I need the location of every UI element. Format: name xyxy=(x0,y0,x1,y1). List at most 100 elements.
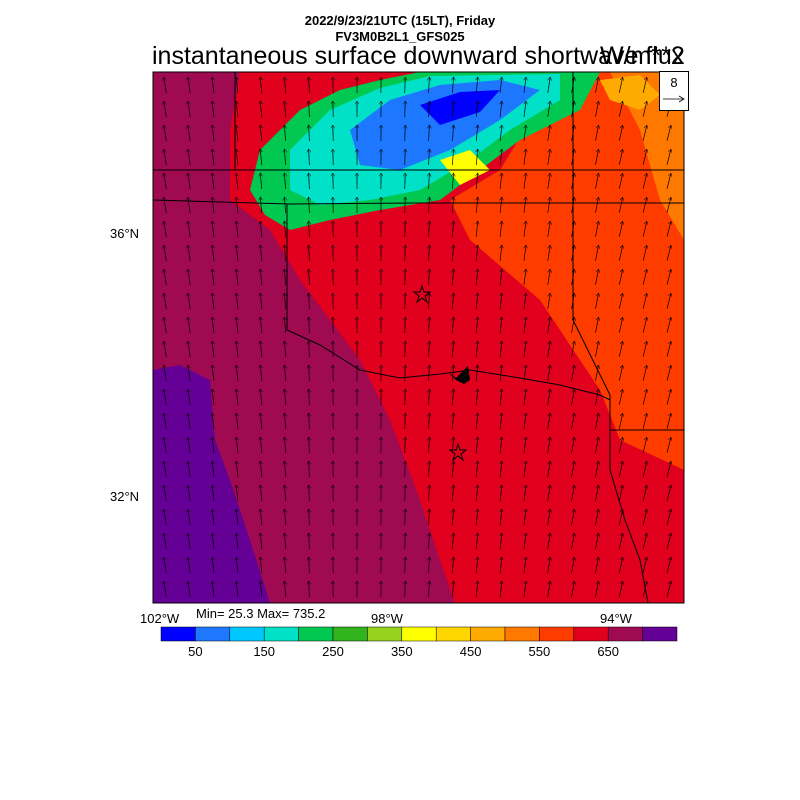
wind-arrow xyxy=(547,557,550,573)
wind-arrow xyxy=(666,173,671,189)
wind-arrow xyxy=(284,77,285,94)
valid-time: 2022/9/23/21UTC (15LT), Friday xyxy=(304,13,496,28)
wind-arrow xyxy=(618,437,622,453)
wind-arrow xyxy=(666,125,671,141)
wind-arrow xyxy=(236,221,238,237)
wind-arrow xyxy=(524,149,526,165)
wind-arrow xyxy=(642,197,647,213)
reference-vector-value: 8 xyxy=(670,75,678,90)
lon-label-102: 102°W xyxy=(140,611,180,626)
wind-arrow xyxy=(452,293,453,310)
wind-arrow xyxy=(524,317,526,333)
wind-arrow xyxy=(452,485,453,502)
wind-arrow xyxy=(164,269,167,285)
wind-arrow xyxy=(164,149,167,165)
wind-arrow xyxy=(452,173,453,190)
wind-arrow xyxy=(236,101,238,117)
wind-arrow xyxy=(524,245,526,261)
wind-arrow xyxy=(618,389,622,405)
wind-arrow xyxy=(547,245,550,261)
wind-arrow xyxy=(476,173,477,189)
wind-arrow xyxy=(236,341,238,357)
wind-arrow xyxy=(547,197,550,213)
wind-arrow xyxy=(642,101,647,117)
wind-arrow xyxy=(212,149,214,165)
wind-arrow xyxy=(284,509,285,526)
wind-arrow xyxy=(212,509,214,525)
wind-arrow xyxy=(188,389,191,405)
lat-label-36: 36°N xyxy=(110,226,140,241)
wind-arrow xyxy=(260,269,261,286)
wind-arrow xyxy=(405,173,406,190)
wind-arrow xyxy=(212,173,214,189)
wind-arrow xyxy=(500,437,502,453)
wind-arrow xyxy=(284,149,285,166)
wind-arrow xyxy=(666,389,671,405)
wind-arrow xyxy=(429,413,430,430)
wind-arrow xyxy=(212,317,214,333)
wind-arrow xyxy=(309,413,310,430)
wind-arrow xyxy=(429,533,430,550)
wind-arrow xyxy=(476,197,477,213)
wind-arrow xyxy=(618,173,622,189)
wind-arrow xyxy=(618,245,622,261)
wind-arrow xyxy=(284,245,285,262)
wind-arrow xyxy=(524,77,526,93)
wind-arrow xyxy=(164,485,167,501)
wind-arrow xyxy=(595,341,598,357)
wind-arrow xyxy=(212,533,214,549)
wind-arrow xyxy=(500,461,502,477)
wind-arrow xyxy=(500,125,502,141)
wind-arrow xyxy=(500,221,502,237)
wind-arrow xyxy=(571,461,575,477)
wind-arrow xyxy=(476,557,477,573)
wind-arrow xyxy=(164,173,167,189)
wind-arrow xyxy=(547,485,550,501)
wind-arrow xyxy=(309,293,310,310)
wind-arrow xyxy=(309,461,310,478)
wind-arrow xyxy=(188,221,191,237)
wind-arrow xyxy=(284,173,285,190)
wind-arrow xyxy=(476,341,477,357)
wind-arrow xyxy=(284,125,285,142)
wind-arrow xyxy=(405,509,406,526)
wind-arrow xyxy=(405,101,406,118)
wind-arrow xyxy=(595,365,598,381)
wind-arrow xyxy=(476,485,477,501)
wind-arrow xyxy=(642,437,647,453)
wind-arrow xyxy=(236,485,238,501)
wind-arrow xyxy=(524,533,526,549)
wind-arrow xyxy=(595,77,598,93)
wind-arrow xyxy=(284,557,285,574)
wind-arrow xyxy=(164,341,167,357)
wind-arrow xyxy=(666,365,671,381)
min-max-label: Min= 25.3 Max= 735.2 xyxy=(196,606,326,621)
wind-arrow xyxy=(452,509,453,526)
wind-arrow xyxy=(284,413,285,430)
wind-arrow xyxy=(618,293,622,309)
wind-arrow xyxy=(452,581,453,598)
wind-arrow xyxy=(618,101,622,117)
wind-arrow xyxy=(500,269,502,285)
wind-arrow xyxy=(260,389,261,406)
wind-arrow xyxy=(309,557,310,574)
wind-arrow xyxy=(236,197,238,213)
wind-arrow xyxy=(476,125,477,141)
wind-arrow xyxy=(212,485,214,501)
wind-arrow xyxy=(236,365,238,381)
wind-arrow xyxy=(429,77,430,94)
wind-arrow xyxy=(405,317,406,334)
field-title: instantaneous surface downward shortwave… xyxy=(152,42,685,70)
wind-arrow xyxy=(188,317,191,333)
wind-arrow xyxy=(524,485,526,501)
wind-arrow xyxy=(429,461,430,478)
wind-arrow xyxy=(618,341,622,357)
wind-arrow xyxy=(452,365,453,382)
wind-arrow xyxy=(212,269,214,285)
wind-arrow xyxy=(188,149,191,165)
wind-arrow xyxy=(618,557,622,573)
wind-arrow xyxy=(547,317,550,333)
wind-arrow xyxy=(571,557,575,573)
wind-arrow xyxy=(666,461,671,477)
wind-arrow xyxy=(236,245,238,261)
